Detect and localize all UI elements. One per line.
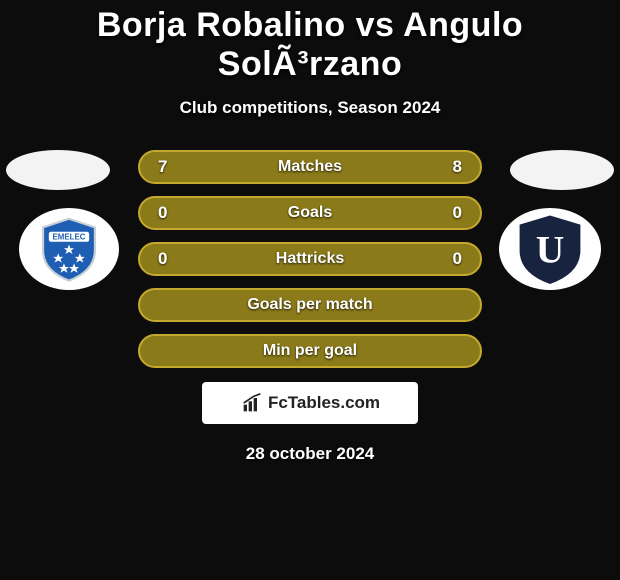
stat-label: Goals per match — [247, 296, 372, 314]
stat-value-left: 7 — [158, 157, 188, 177]
stat-label: Goals — [288, 204, 332, 222]
stat-value-right: 8 — [432, 157, 462, 177]
stat-value-left: 0 — [158, 203, 188, 223]
player-right-marker — [510, 150, 614, 190]
attribution-text: FcTables.com — [268, 393, 380, 413]
team-left-crest: EMELEC — [19, 208, 119, 290]
team-right-crest: U — [499, 208, 601, 290]
stats-list: 7 Matches 8 0 Goals 0 0 Hattricks 0 Goals per mat… — [138, 150, 482, 368]
stat-label: Hattricks — [276, 250, 344, 268]
attribution-badge: FcTables.com — [202, 382, 418, 424]
svg-text:U: U — [536, 228, 565, 272]
comparison-panel: EMELEC U 7 Matches 8 0 Goals 0 0 Hattricks 0 Goal… — [0, 150, 620, 464]
player-left-marker — [6, 150, 110, 190]
subtitle: Club competitions, Season 2024 — [0, 98, 620, 118]
chart-icon — [240, 393, 264, 413]
ldu-crest-icon: U — [512, 211, 588, 287]
stat-value-left: 0 — [158, 249, 188, 269]
date-label: 28 october 2024 — [0, 444, 620, 464]
stat-label: Matches — [278, 158, 342, 176]
stat-row: Min per goal — [138, 334, 482, 368]
stat-value-right: 0 — [432, 249, 462, 269]
stat-value-right: 0 — [432, 203, 462, 223]
stat-row: 0 Hattricks 0 — [138, 242, 482, 276]
emelec-crest-icon: EMELEC — [33, 213, 105, 285]
stat-label: Min per goal — [263, 342, 357, 360]
page-title: Borja Robalino vs Angulo SolÃ³rzano — [0, 0, 620, 84]
stat-row: Goals per match — [138, 288, 482, 322]
stat-row: 0 Goals 0 — [138, 196, 482, 230]
svg-text:EMELEC: EMELEC — [53, 233, 86, 242]
stat-row: 7 Matches 8 — [138, 150, 482, 184]
